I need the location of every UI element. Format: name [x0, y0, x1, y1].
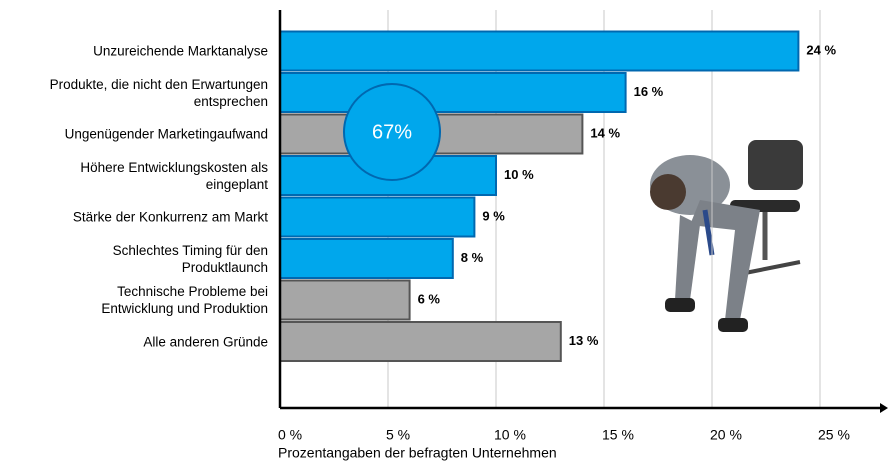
bar — [280, 322, 561, 361]
x-axis-title: Prozentangaben der befragten Unternehmen — [278, 445, 557, 461]
chart: 0 % 5 % 10 % 15 % 20 % 25 % 24 % 16 % 14 % 10 % 9 … — [0, 0, 888, 466]
x-tick-label: 25 % — [818, 427, 850, 443]
value-label: 16 % — [634, 84, 664, 99]
category-label: Höhere Entwicklungskosten als eingeplant — [0, 159, 268, 193]
x-tick-label: 5 % — [386, 427, 410, 443]
page: 0 % 5 % 10 % 15 % 20 % 25 % 24 % 16 % 14 % 10 % 9 … — [0, 0, 888, 466]
illustration — [650, 140, 803, 332]
category-label: Alle anderen Gründe — [0, 333, 268, 350]
value-label: 10 % — [504, 167, 534, 182]
x-tick-label: 10 % — [494, 427, 526, 443]
x-tick-label: 15 % — [602, 427, 634, 443]
x-tick-label: 0 % — [278, 427, 302, 443]
bar — [280, 198, 474, 237]
category-label: Produkte, die nicht den Erwartungen ents… — [0, 76, 268, 110]
axis-arrow — [880, 403, 888, 413]
x-tick-label: 20 % — [710, 427, 742, 443]
value-label: 6 % — [418, 291, 441, 306]
category-label: Technische Probleme bei Entwicklung und … — [0, 283, 268, 317]
annotation: 67% — [372, 121, 412, 143]
category-label: Stärke der Konkurrenz am Markt — [0, 209, 268, 226]
bar — [280, 239, 453, 278]
bar — [280, 73, 626, 112]
value-label: 13 % — [569, 333, 599, 348]
category-label: Ungenügender Marketingaufwand — [0, 126, 268, 143]
bar — [280, 32, 798, 71]
value-label: 8 % — [461, 250, 484, 265]
value-label: 24 % — [806, 42, 836, 57]
bar — [280, 281, 410, 320]
category-label: Unzureichende Marktanalyse — [0, 43, 268, 60]
value-label: 9 % — [482, 208, 505, 223]
value-label: 14 % — [590, 125, 620, 140]
category-label: Schlechtes Timing für den Produktlaunch — [0, 242, 268, 276]
